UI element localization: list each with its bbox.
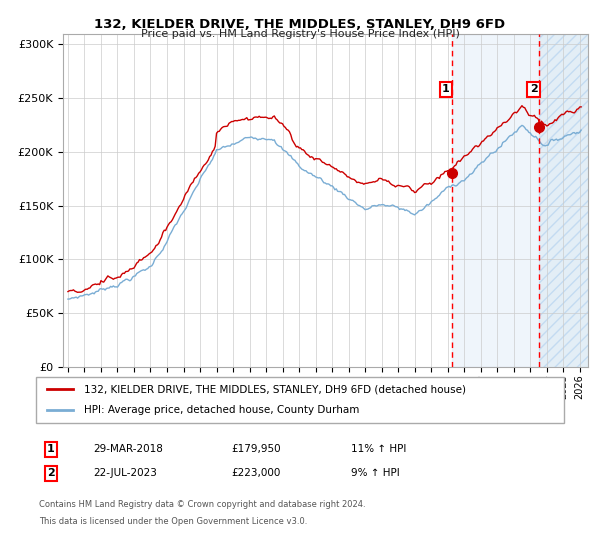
- Text: £223,000: £223,000: [231, 468, 280, 478]
- Text: 2: 2: [47, 468, 55, 478]
- Text: 132, KIELDER DRIVE, THE MIDDLES, STANLEY, DH9 6FD: 132, KIELDER DRIVE, THE MIDDLES, STANLEY…: [94, 18, 506, 31]
- FancyBboxPatch shape: [36, 377, 564, 423]
- Text: This data is licensed under the Open Government Licence v3.0.: This data is licensed under the Open Gov…: [39, 517, 307, 526]
- Text: Price paid vs. HM Land Registry's House Price Index (HPI): Price paid vs. HM Land Registry's House …: [140, 29, 460, 39]
- Text: 9% ↑ HPI: 9% ↑ HPI: [351, 468, 400, 478]
- Text: £179,950: £179,950: [231, 444, 281, 454]
- Text: 1: 1: [47, 444, 55, 454]
- Text: HPI: Average price, detached house, County Durham: HPI: Average price, detached house, Coun…: [83, 405, 359, 416]
- Text: 22-JUL-2023: 22-JUL-2023: [93, 468, 157, 478]
- Text: 29-MAR-2018: 29-MAR-2018: [93, 444, 163, 454]
- Text: 11% ↑ HPI: 11% ↑ HPI: [351, 444, 406, 454]
- Text: 132, KIELDER DRIVE, THE MIDDLES, STANLEY, DH9 6FD (detached house): 132, KIELDER DRIVE, THE MIDDLES, STANLEY…: [83, 384, 466, 394]
- Text: 1: 1: [442, 85, 450, 95]
- Bar: [539, 34, 600, 367]
- Text: Contains HM Land Registry data © Crown copyright and database right 2024.: Contains HM Land Registry data © Crown c…: [39, 500, 365, 508]
- Bar: [452, 34, 539, 367]
- Text: 2: 2: [530, 85, 538, 95]
